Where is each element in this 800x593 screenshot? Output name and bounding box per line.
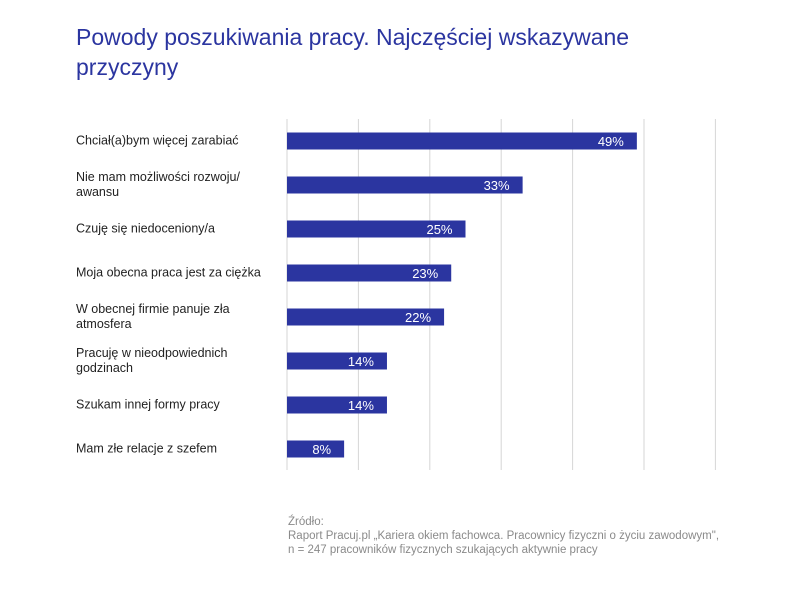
category-label: Nie mam możliwości rozwoju/ awansu xyxy=(76,170,240,199)
bars: 49% 33% 25% 23% 22% 14% 14% 8% xyxy=(287,132,637,458)
category-label: Pracuję w nieodpowiednich godzinach xyxy=(76,346,228,375)
source-line-2: n = 247 pracowników fizycznych szukający… xyxy=(288,544,598,556)
source-line-1: Raport Pracuj.pl „Kariera okiem fachowca… xyxy=(288,530,720,542)
category-label: Chciał(a)bym więcej zarabiać xyxy=(76,133,239,148)
source-heading: Źródło: xyxy=(288,516,324,528)
bar-value-label: 14% xyxy=(348,398,374,413)
bar-value-label: 14% xyxy=(348,354,374,369)
category-label: Mam złe relacje z szefem xyxy=(76,441,218,456)
bar xyxy=(287,352,387,370)
category-label: Moja obecna praca jest za ciężka xyxy=(76,265,261,280)
bar-value-label: 25% xyxy=(426,222,452,237)
bar xyxy=(287,396,387,414)
bar xyxy=(287,132,637,150)
category-label: W obecnej firmie panuje zła atmosfera xyxy=(76,302,230,331)
category-label: Szukam innej formy pracy xyxy=(76,397,220,412)
bar-value-label: 8% xyxy=(312,442,331,457)
bar-value-label: 23% xyxy=(412,266,438,281)
bar xyxy=(287,264,452,282)
chart-title: Powody poszukiwania pracy. Najczęściej w… xyxy=(76,24,630,80)
bar-chart: 49% 33% 25% 23% 22% 14% 14% 8% xyxy=(286,119,716,470)
bar xyxy=(287,220,466,238)
bar xyxy=(287,308,445,326)
source-note: Źródło: Raport Pracuj.pl „Kariera okiem … xyxy=(288,515,788,557)
bar-value-label: 22% xyxy=(405,310,431,325)
bar-value-label: 49% xyxy=(598,134,624,149)
bar-value-label: 33% xyxy=(484,178,510,193)
category-label: Czuję się niedoceniony/a xyxy=(76,221,215,236)
gridlines xyxy=(286,119,716,470)
bar xyxy=(287,440,345,458)
bar xyxy=(287,176,523,194)
